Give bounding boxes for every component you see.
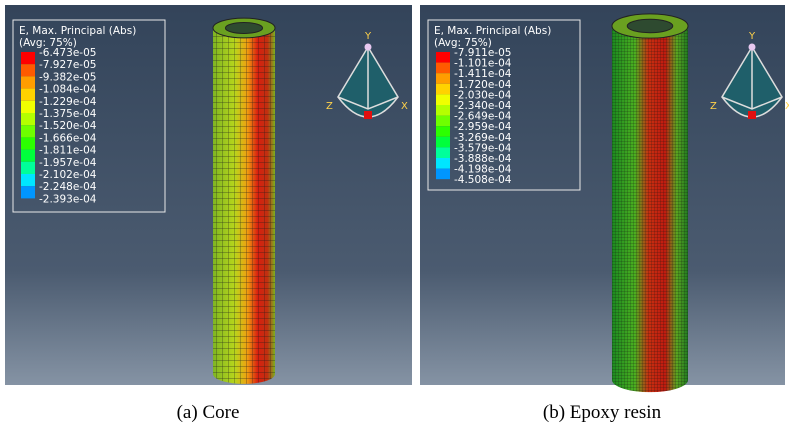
legend-title: E, Max. Principal (Abs) xyxy=(19,25,136,37)
legend-value: -3.269e-04 xyxy=(454,132,512,144)
legend-title: E, Max. Principal (Abs) xyxy=(434,25,551,37)
legend-value: -7.927e-05 xyxy=(39,59,96,71)
legend-value: -2.102e-04 xyxy=(39,169,97,181)
legend-value: -2.030e-04 xyxy=(454,89,512,101)
legend-value: -1.411e-04 xyxy=(454,68,512,80)
triad-origin xyxy=(364,43,372,51)
legend-swatch xyxy=(21,113,35,126)
caption: (a) Core xyxy=(177,402,240,423)
legend-value: -6.473e-05 xyxy=(39,47,96,59)
legend-value: -2.340e-04 xyxy=(454,100,512,112)
legend-swatch xyxy=(436,52,450,63)
legend-swatch xyxy=(21,161,35,174)
triad-point xyxy=(364,111,372,119)
legend-value: -3.888e-04 xyxy=(454,153,512,165)
legend-value: -4.508e-04 xyxy=(454,174,512,186)
viewport xyxy=(420,5,785,385)
legend-value: -7.911e-05 xyxy=(454,47,511,59)
legend-value: -4.198e-04 xyxy=(454,164,512,176)
legend-swatch xyxy=(436,136,450,148)
triad-z: Z xyxy=(326,101,333,112)
legend-value: -1.666e-04 xyxy=(39,132,97,144)
legend-swatch xyxy=(21,76,35,89)
legend-swatch xyxy=(436,168,450,180)
legend-swatch xyxy=(436,158,450,169)
legend-value: -1.375e-04 xyxy=(39,108,97,120)
legend-swatch xyxy=(21,149,35,162)
mesh xyxy=(213,28,275,384)
legend-value: -1.720e-04 xyxy=(454,79,512,91)
legend-swatch xyxy=(21,174,35,187)
legend-subtitle: (Avg: 75%) xyxy=(19,37,77,49)
legend-value: -9.382e-05 xyxy=(39,71,96,83)
legend-value: -1.520e-04 xyxy=(39,120,97,132)
triad-lines xyxy=(721,47,783,110)
triad-point xyxy=(748,111,756,119)
legend-box xyxy=(12,19,166,213)
legend-value: -2.649e-04 xyxy=(454,111,512,123)
mesh xyxy=(612,26,688,393)
legend-swatch xyxy=(21,52,35,65)
legend-swatch xyxy=(21,64,35,77)
viewport xyxy=(5,5,412,385)
legend-value: -1.101e-04 xyxy=(454,58,512,70)
triad-y: Y xyxy=(364,31,372,42)
triad-origin xyxy=(748,43,756,51)
legend-swatch xyxy=(436,62,450,74)
legend-value: -2.959e-04 xyxy=(454,121,512,133)
legend-value: -2.248e-04 xyxy=(39,181,97,193)
legend-swatch xyxy=(436,126,450,137)
legend-value: -1.084e-04 xyxy=(39,84,97,96)
legend-subtitle: (Avg: 75%) xyxy=(434,37,492,49)
triad-y: Y xyxy=(748,31,756,42)
triad-lines xyxy=(337,47,399,110)
cylinder-hole xyxy=(626,18,674,34)
legend-value: -2.393e-04 xyxy=(39,193,97,205)
legend-swatch xyxy=(436,115,450,127)
legend-swatch xyxy=(21,125,35,138)
legend-swatch xyxy=(21,186,35,199)
legend-swatch xyxy=(436,83,450,95)
legend-swatch xyxy=(436,94,450,105)
cylinder-hole xyxy=(224,22,264,34)
legend-value: -1.811e-04 xyxy=(39,145,97,157)
legend-swatch xyxy=(21,88,35,101)
legend-swatch xyxy=(436,73,450,84)
legend-box xyxy=(427,19,581,191)
legend-swatch xyxy=(436,147,450,158)
legend-swatch xyxy=(436,105,450,116)
triad-x: X xyxy=(785,101,789,112)
legend-value: -1.957e-04 xyxy=(39,157,97,169)
legend-value: -3.579e-04 xyxy=(454,142,512,154)
triad-z: Z xyxy=(710,101,717,112)
legend-swatch xyxy=(21,137,35,150)
caption: (b) Epoxy resin xyxy=(543,402,662,423)
triad-x: X xyxy=(401,101,408,112)
legend-swatch xyxy=(21,100,35,113)
legend-value: -1.229e-04 xyxy=(39,96,97,108)
